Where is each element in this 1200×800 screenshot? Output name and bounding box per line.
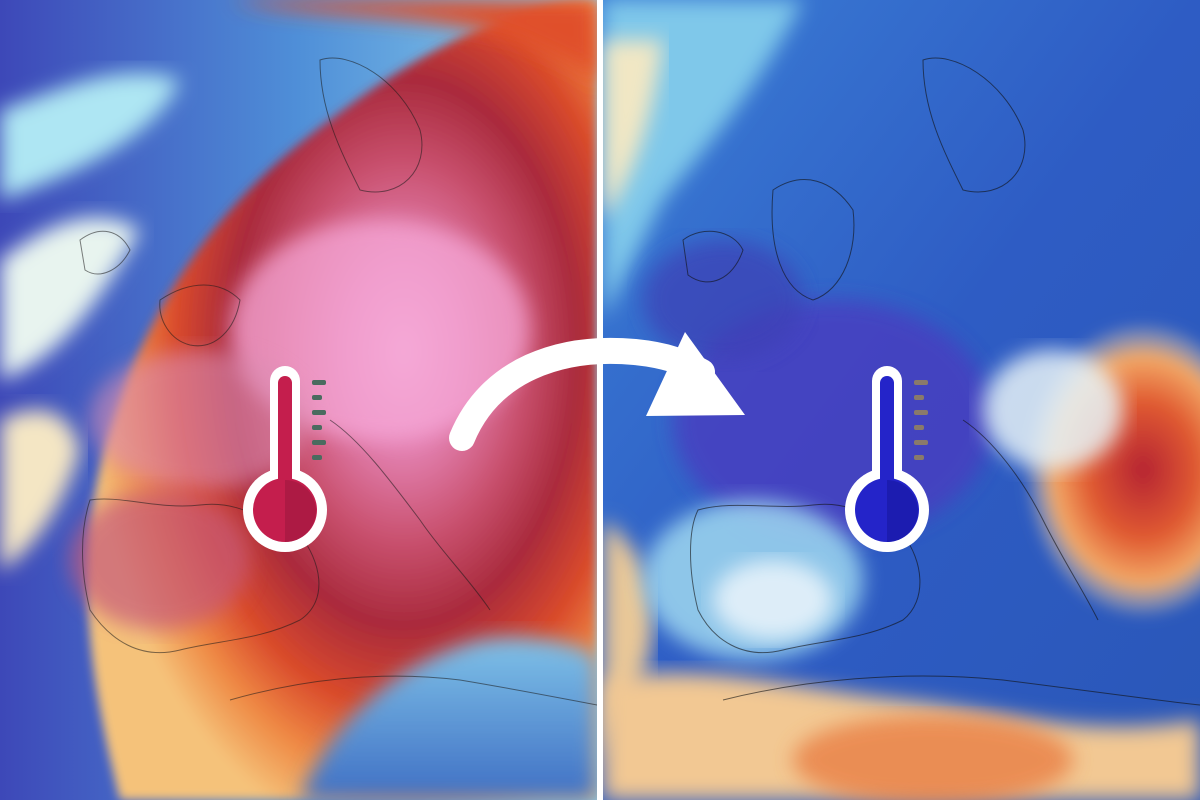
thermometer-cold-icon xyxy=(845,366,929,552)
panel-divider xyxy=(597,0,603,800)
thermometer-hot-icon xyxy=(243,366,327,552)
curved-arrow-right-icon xyxy=(449,332,745,451)
